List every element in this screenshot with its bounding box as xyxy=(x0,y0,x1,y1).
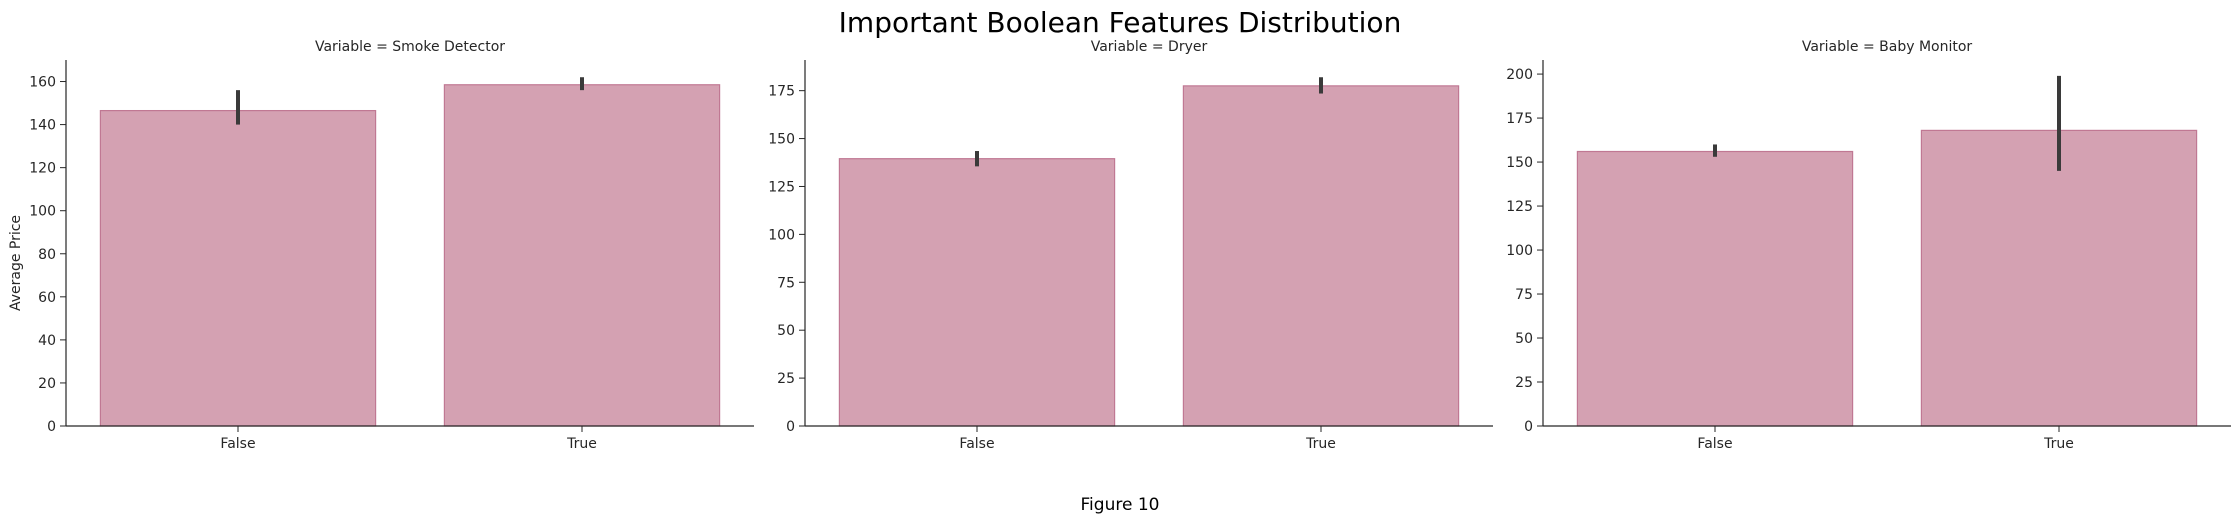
y-tick-label: 50 xyxy=(777,323,795,339)
bar-true xyxy=(1920,129,2198,427)
y-axis-label: Average Price xyxy=(8,215,24,311)
y-tick-label: 50 xyxy=(1515,331,1533,347)
figure-caption: Figure 10 xyxy=(1081,495,1160,515)
x-tick-label: False xyxy=(1697,436,1732,452)
bar-true xyxy=(1182,85,1460,427)
y-tick-label: 175 xyxy=(1506,111,1533,127)
y-tick-label: 0 xyxy=(786,419,795,435)
bar-false xyxy=(99,109,377,427)
y-tick-label: 100 xyxy=(29,204,56,220)
x-tick-label: True xyxy=(1305,436,1336,452)
facet-panel-3: Variable = Baby Monitor False True 0 25 50 75 1… xyxy=(1506,39,2231,452)
y-tick-label: 200 xyxy=(1506,67,1533,83)
y-tick-label: 100 xyxy=(768,227,795,243)
x-tick-label: True xyxy=(566,436,597,452)
y-tick-label: 0 xyxy=(1524,419,1533,435)
y-tick-label: 0 xyxy=(47,419,56,435)
y-tick-label: 160 xyxy=(29,75,56,91)
y-tick-label: 125 xyxy=(768,179,795,195)
y-tick-label: 25 xyxy=(777,371,795,387)
y-tick-label: 60 xyxy=(38,290,56,306)
y-tick-label: 175 xyxy=(768,84,795,100)
x-tick-label: True xyxy=(2043,436,2074,452)
facet-panel-2: Variable = Dryer False True 0 25 50 75 100 125 15… xyxy=(768,39,1493,452)
y-tick-label: 120 xyxy=(29,161,56,177)
y-tick-label: 80 xyxy=(38,247,56,263)
x-tick-label: False xyxy=(959,436,994,452)
y-tick-label: 150 xyxy=(1506,155,1533,171)
bar-false xyxy=(838,158,1116,427)
y-tick-label: 140 xyxy=(29,118,56,134)
y-tick-label: 40 xyxy=(38,333,56,349)
y-tick-label: 75 xyxy=(1515,287,1533,303)
bar-true xyxy=(443,84,721,427)
y-tick-label: 125 xyxy=(1506,199,1533,215)
y-tick-label: 25 xyxy=(1515,375,1533,391)
figure-suptitle: Important Boolean Features Distribution xyxy=(839,6,1402,39)
x-tick-label: False xyxy=(220,436,255,452)
facet-title: Variable = Smoke Detector xyxy=(315,39,505,55)
bar-false xyxy=(1576,150,1854,427)
facet-panels: Variable = Smoke Detector False True 0 20 40 6… xyxy=(8,39,2231,452)
y-tick-label: 20 xyxy=(38,376,56,392)
facet-title: Variable = Dryer xyxy=(1091,39,1208,55)
facet-panel-1: Variable = Smoke Detector False True 0 20 40 6… xyxy=(8,39,754,452)
y-tick-label: 75 xyxy=(777,275,795,291)
y-tick-label: 100 xyxy=(1506,243,1533,259)
facet-title: Variable = Baby Monitor xyxy=(1802,39,1973,55)
y-tick-label: 150 xyxy=(768,132,795,148)
